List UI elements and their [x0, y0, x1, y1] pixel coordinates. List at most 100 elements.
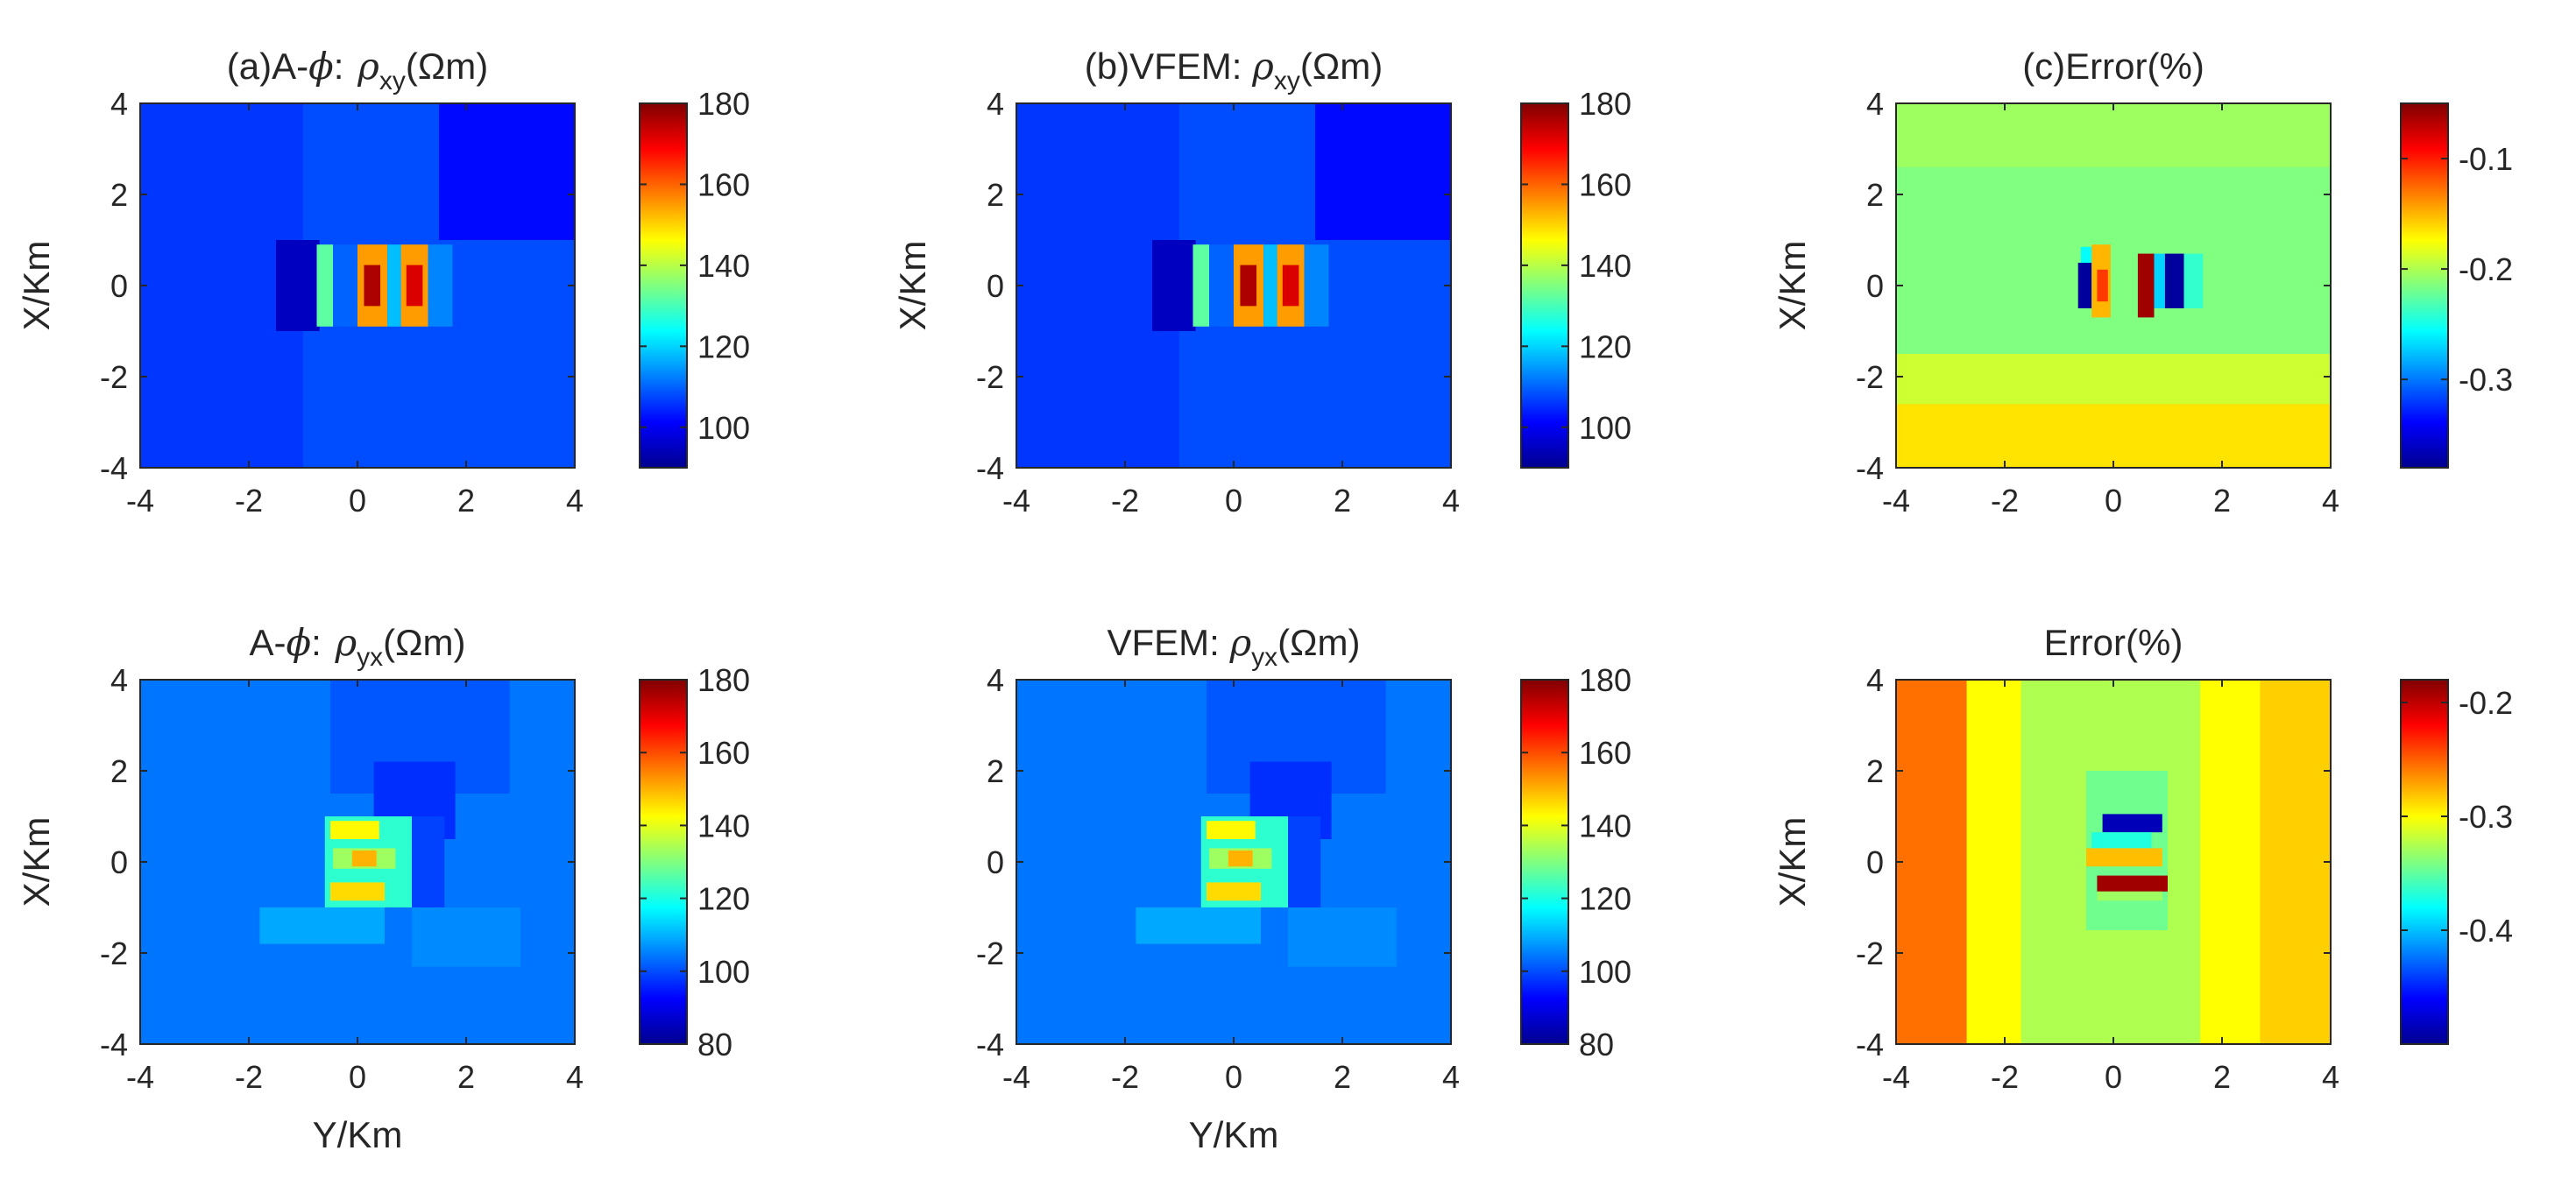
colorbar-frame [639, 102, 688, 469]
heatmap-cell [1304, 244, 1329, 327]
colorbar-tick-label: 80 [697, 1027, 732, 1062]
x-tick-label: -4 [126, 1059, 154, 1095]
panel-a: -4 -2 0 2 4 4 2 0 -2 -4 X/Km (a)A-ϕ: ρxy(Ωm) 100 120 1… [16, 45, 750, 519]
title-subscript: yx [1251, 643, 1277, 672]
panel-d: -4 -2 0 2 4 4 2 0 -2 -4 X/Km Y/Km A-ϕ: ρyx(Ωm) 80 100 1… [16, 621, 750, 1155]
colorbar [2401, 103, 2448, 468]
heatmap-cell [316, 244, 334, 327]
title-greek: ϕ [286, 621, 311, 664]
colorbar-tick-label: 160 [697, 166, 750, 202]
y-tick-label: -2 [1856, 935, 1884, 971]
heatmap-cell [276, 240, 320, 331]
heatmap-cell [1228, 851, 1253, 867]
colorbar-frame [639, 679, 688, 1045]
title-rho: ρ [334, 621, 357, 664]
y-tick-label: 2 [1866, 177, 1884, 213]
y-axis-label: X/Km [1772, 817, 1813, 907]
heatmap-cell [1315, 103, 1451, 240]
y-tick-label: 2 [987, 177, 1004, 213]
x-tick-label: -2 [1991, 1059, 2019, 1095]
heatmap-cell [439, 103, 575, 240]
title-main: (b)VFEM: [1085, 46, 1252, 87]
panel-title: (a)A-ϕ: ρxy(Ωm) [227, 45, 488, 95]
title-separator: : [334, 46, 354, 87]
y-tick-label: -2 [100, 359, 128, 395]
x-tick-label: 2 [457, 1059, 475, 1095]
y-tick-label: 0 [110, 268, 128, 304]
colorbar-tick-label: 120 [697, 881, 750, 917]
colorbar-tick-label: 160 [1579, 166, 1631, 202]
colorbar-tick-label: -0.1 [2459, 141, 2513, 177]
heatmap-cell [2077, 263, 2092, 308]
y-tick-label: 2 [110, 177, 128, 213]
heatmap-cell [412, 907, 520, 967]
title-main: (c)Error(%) [2022, 46, 2204, 87]
x-tick-label: -2 [235, 483, 263, 519]
title-unit: (Ωm) [383, 622, 465, 663]
title-separator: : [311, 622, 331, 663]
colorbar-tick-label: 140 [697, 248, 750, 284]
heatmap-cell [1240, 265, 1257, 307]
x-tick-label: -4 [126, 483, 154, 519]
heatmap-cell [406, 265, 423, 307]
title-rho: ρ [357, 45, 379, 88]
y-tick-label: -4 [1856, 1027, 1884, 1062]
y-axis-label: X/Km [16, 241, 57, 331]
heatmap-cell [1207, 882, 1261, 901]
title-rho: ρ [1251, 45, 1274, 88]
colorbar-tick-label: 80 [1579, 1027, 1614, 1062]
x-tick-label: 0 [349, 483, 366, 519]
colorbar-tick-label: 180 [1579, 86, 1631, 122]
colorbar [1521, 680, 1568, 1044]
colorbar-tick-label: -0.2 [2459, 685, 2513, 721]
y-tick-label: 0 [110, 844, 128, 880]
x-tick-label: 0 [2105, 1059, 2122, 1095]
x-tick-label: 4 [566, 1059, 584, 1095]
y-tick-label: -2 [976, 359, 1004, 395]
heatmap-cell [2260, 680, 2331, 1044]
x-tick-label: -2 [1991, 483, 2019, 519]
panel-title: VFEM: ρyx(Ωm) [1107, 621, 1360, 672]
title-main: (a)A- [227, 46, 308, 87]
title-main: Error(%) [2044, 622, 2183, 663]
panel-f: -4 -2 0 2 4 4 2 0 -2 -4 X/Km Error(%) -0.4 -0.3 -0.2 [1772, 622, 2513, 1095]
y-axis-label: X/Km [892, 241, 933, 331]
y-tick-label: 2 [110, 753, 128, 789]
x-tick-label: -4 [1002, 1059, 1030, 1095]
colorbar-frame [1520, 679, 1569, 1045]
y-tick-label: -4 [976, 1027, 1004, 1062]
x-tick-label: -4 [1882, 483, 1910, 519]
heatmap-cell [364, 265, 381, 307]
colorbar [640, 103, 687, 468]
colorbar-tick-label: 180 [1579, 662, 1631, 698]
heatmap-cell [2086, 848, 2162, 867]
x-tick-label: 4 [566, 483, 584, 519]
heatmap-cell [2154, 253, 2165, 308]
heatmap-cell [1152, 240, 1196, 331]
title-rho: ρ [1228, 621, 1251, 664]
y-tick-label: 0 [987, 844, 1004, 880]
panel-b: -4 -2 0 2 4 4 2 0 -2 -4 X/Km (b)VFEM: ρxy(Ωm) 100 120… [892, 45, 1631, 519]
colorbar-tick-label: 140 [697, 808, 750, 844]
colorbar-frame [2400, 102, 2449, 469]
heatmap-cell [1263, 244, 1277, 327]
colorbar-tick-label: 160 [1579, 735, 1631, 771]
y-tick-label: -2 [1856, 359, 1884, 395]
y-axis-label: X/Km [16, 817, 57, 907]
y-tick-label: 4 [987, 86, 1004, 122]
title-unit: (Ωm) [406, 46, 488, 87]
x-tick-label: 0 [349, 1059, 366, 1095]
y-tick-label: 2 [987, 753, 1004, 789]
x-tick-label: -4 [1002, 483, 1030, 519]
heatmap-cell [1207, 821, 1256, 839]
x-tick-label: 0 [1225, 1059, 1242, 1095]
colorbar-tick-label: 100 [1579, 410, 1631, 446]
heatmap-cell [333, 244, 357, 327]
heatmap-cell [2097, 875, 2168, 892]
colorbar-tick-label: 140 [1579, 808, 1631, 844]
x-tick-label: 0 [1225, 483, 1242, 519]
y-tick-label: 4 [110, 662, 128, 698]
heatmap-cell [1288, 816, 1321, 907]
y-axis-label: X/Km [1772, 241, 1813, 331]
heatmap-cell [412, 816, 445, 907]
